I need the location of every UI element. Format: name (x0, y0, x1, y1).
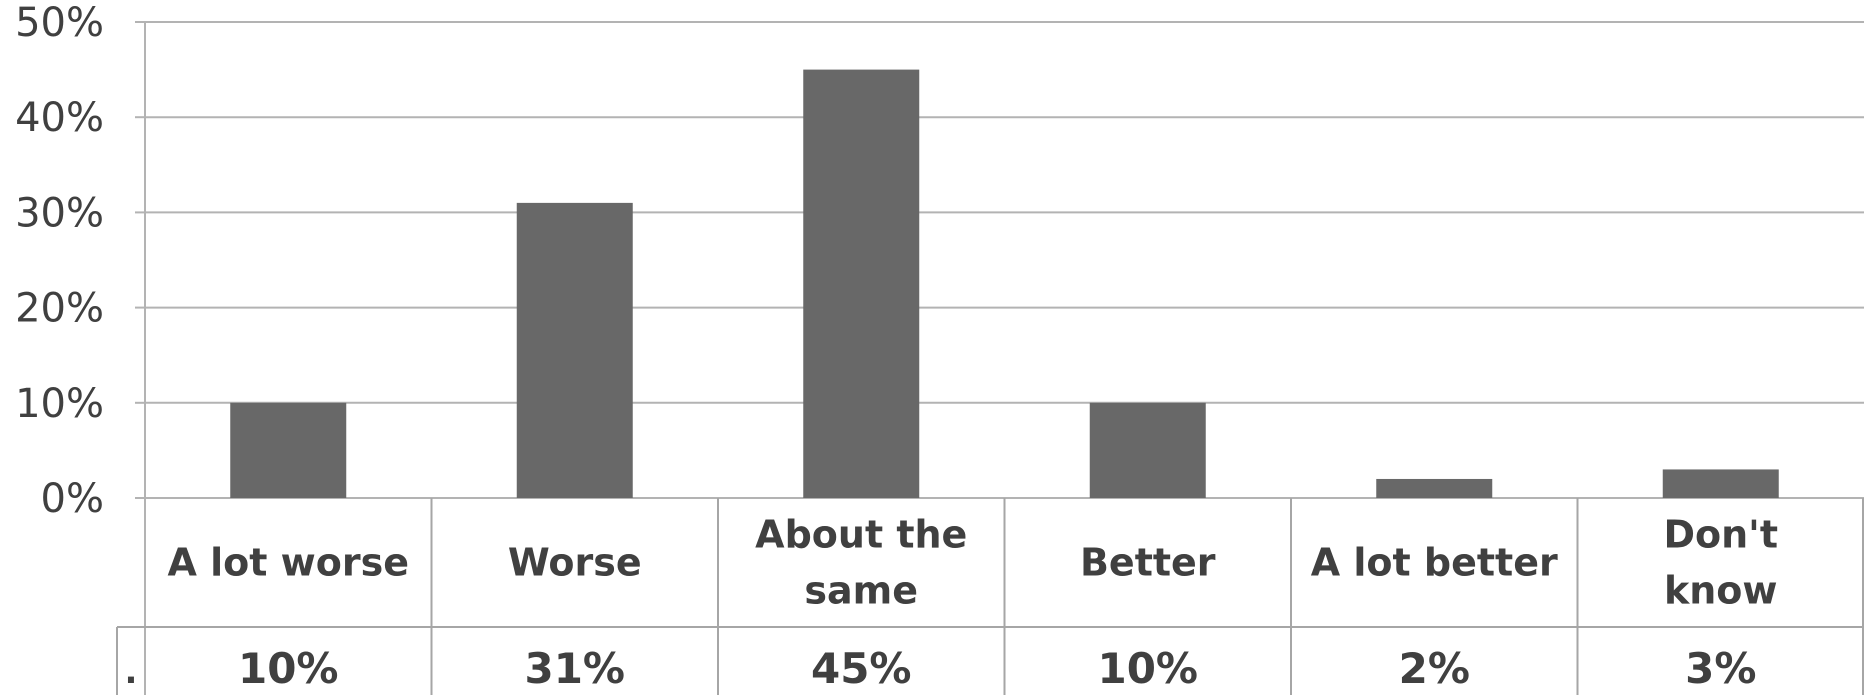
bar (1376, 478, 1493, 498)
category-label: Don't (1663, 513, 1778, 557)
y-tick-label: 20% (15, 286, 104, 332)
category-label: About the (755, 513, 967, 557)
y-tick-label: 10% (15, 381, 104, 427)
gridlines (135, 21, 1864, 695)
y-tick-label: 30% (15, 190, 104, 236)
table-value: 31% (524, 644, 625, 693)
y-tick-label: 40% (15, 95, 104, 141)
data-table: . A lot worse 10% Worse 31% About the same 45% B… (116, 498, 1864, 695)
bar (803, 69, 920, 498)
category-label: Worse (508, 541, 642, 585)
bar (1662, 469, 1779, 498)
category-label: A lot worse (167, 541, 409, 585)
table-value: 3% (1685, 644, 1756, 693)
bar (516, 202, 633, 498)
bar (1089, 402, 1206, 498)
table-row-key: . (125, 652, 138, 692)
bars (230, 69, 1779, 498)
y-tick-label: 50% (15, 0, 104, 46)
bar (230, 402, 347, 498)
category-label: A lot better (1311, 541, 1558, 585)
y-tick-label: 0% (41, 476, 104, 522)
y-axis-labels: 0% 10% 20% 30% 40% 50% (15, 0, 104, 522)
category-label: know (1664, 569, 1778, 613)
table-value: 45% (811, 644, 912, 693)
category-label: Better (1080, 541, 1216, 585)
table-value: 2% (1399, 644, 1470, 693)
table-value: 10% (238, 644, 339, 693)
table-value: 10% (1097, 644, 1198, 693)
category-label: same (804, 569, 918, 613)
